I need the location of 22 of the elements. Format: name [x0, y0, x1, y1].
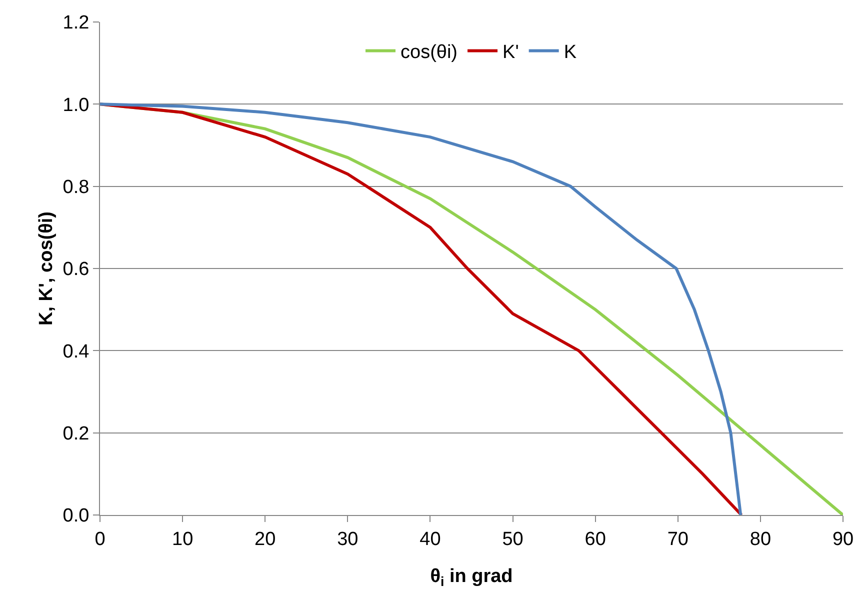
x-axis-title: θ$_{i}$ in grad: [430, 566, 513, 589]
x-tick-label: 90: [832, 528, 854, 550]
x-tick-label: 50: [502, 528, 524, 550]
y-tick-label: 0.8: [62, 176, 90, 198]
x-tick-label: 40: [420, 528, 441, 550]
x-tick-label: 0: [94, 528, 106, 550]
x-tick-label: 80: [750, 528, 772, 550]
y-tick-label: 1.0: [62, 94, 90, 116]
legend-label: K': [502, 42, 519, 64]
y-tick-label: 0.6: [62, 259, 90, 280]
x-tick-label: 10: [172, 528, 194, 550]
x-tick-label: 30: [337, 528, 358, 550]
y-tick-label: 1.2: [62, 12, 90, 34]
y-tick-label: 0.2: [62, 423, 90, 444]
legend-label: cos(θi): [400, 42, 458, 64]
x-tick-label: 70: [667, 528, 688, 550]
y-tick-label: 0.4: [62, 341, 90, 362]
x-tick-label: 20: [254, 528, 276, 550]
y-axis-title: K, K', cos(θi): [36, 211, 57, 326]
y-tick-label: 0.0: [62, 506, 90, 527]
legend-label: K: [564, 42, 577, 64]
x-tick-label: 60: [584, 528, 606, 550]
